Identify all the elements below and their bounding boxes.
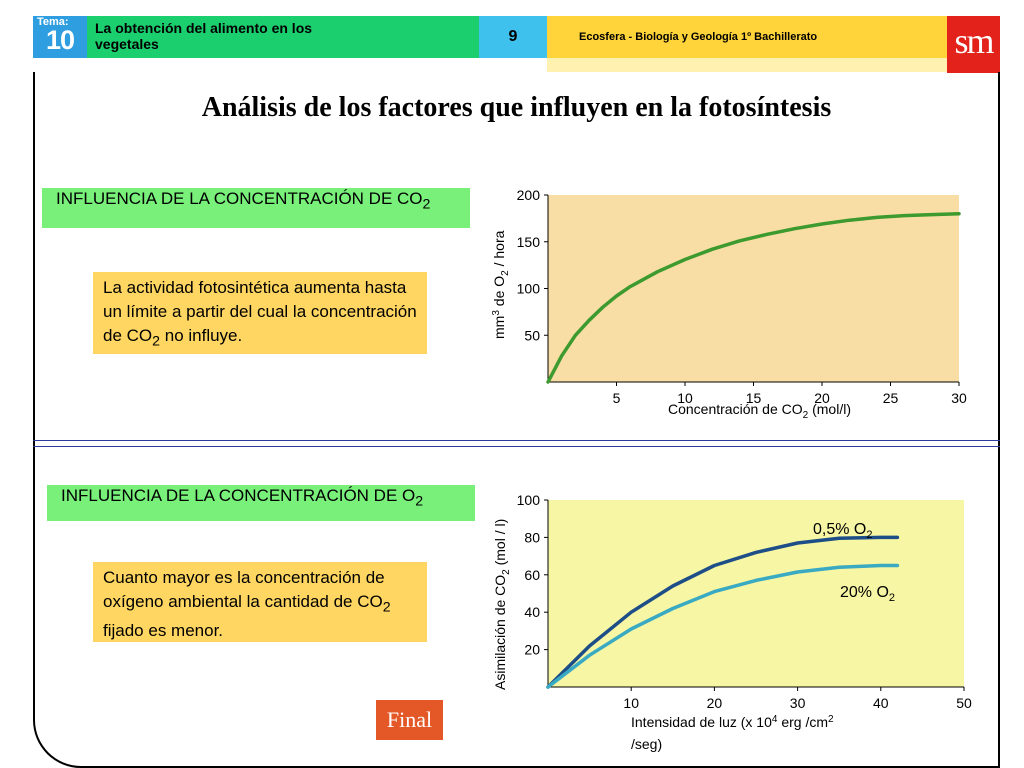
co2-note-text: La actividad fotosintética aumenta hasta… [103,278,417,345]
x-tick-label: 20 [814,390,830,406]
page-number: 9 [479,16,547,58]
topic-label: Tema: [37,16,69,28]
x-tick-label: 40 [873,695,889,711]
o2-section-label-sub: 2 [415,493,424,510]
x-axis-label-cont: /seg) [631,736,662,752]
x-tick-label: 25 [883,390,899,406]
y-tick-label: 150 [517,234,541,250]
topic-title-line2: vegetales [95,36,159,52]
co2-note-end: no influye. [160,326,243,345]
y-axis-label: mm3 de O2 / hora [491,230,511,339]
series-label-1: 20% O2 [840,584,895,604]
co2-section-label: INFLUENCIA DE LA CONCENTRACIÓN DE CO2 [42,188,470,228]
x-tick-label: 50 [956,695,972,711]
co2-note: La actividad fotosintética aumenta hasta… [93,272,427,354]
y-tick-label: 100 [517,281,541,297]
topic-title-line1: La obtención del alimento en los [95,20,313,36]
o2-note-sub: 2 [382,599,391,616]
publisher-logo: sm [947,16,1000,73]
o2-chart: 20 40 60 80 100 10 20 30 40 50 0,5% O2 20% O2 In… [492,492,972,752]
y-tick-label: 40 [524,604,540,620]
y-tick-label: 100 [517,492,541,508]
x-tick-label: 5 [613,390,621,406]
o2-note-text: Cuanto mayor es la concentración de oxíg… [103,568,385,611]
chart-plot-area [548,500,964,687]
o2-section-label-text: INFLUENCIA DE LA CONCENTRACIÓN DE O [61,486,416,505]
o2-note: Cuanto mayor es la concentración de oxíg… [93,562,427,642]
x-tick-label: 15 [746,390,762,406]
y-tick-label: 20 [524,642,540,658]
co2-section-label-text: INFLUENCIA DE LA CONCENTRACIÓN DE CO [56,189,423,208]
co2-section-label-sub: 2 [422,196,431,213]
x-tick-label: 10 [623,695,639,711]
co2-chart: 50 100 150 200 5 10 15 20 25 30 Concentración de… [491,187,967,421]
y-tick-label: 50 [524,327,540,343]
slide-frame [33,72,1000,768]
topic-number: 10 [45,25,75,55]
x-axis-label: Intensidad de luz (x 104 erg /cm2 [631,714,834,730]
header-strip [547,58,1000,72]
y-axis-label: Asimilación de CO2 (mol / l) [492,519,512,690]
final-button[interactable]: Final [376,700,443,740]
y-tick-label: 80 [524,529,540,545]
x-tick-label: 20 [707,695,723,711]
section-divider-top [33,440,1000,441]
section-divider-bottom [33,446,1000,447]
chart-plot-area [548,195,959,382]
o2-note-end: fijado es menor. [103,621,224,641]
x-axis-label: Concentración de CO2 (mol/l) [668,401,851,421]
x-tick-label: 30 [951,390,967,406]
book-title: Ecosfera - Biología y Geología 1º Bachil… [547,16,947,58]
series-line-1 [546,563,900,689]
series-label-0: 0,5% O2 [813,521,872,541]
co2-note-sub: 2 [152,333,161,350]
topic-number-box: Tema: 10 [33,16,87,58]
y-tick-label: 60 [524,567,540,583]
o2-section-label: INFLUENCIA DE LA CONCENTRACIÓN DE O2 [47,485,475,521]
series-line-0 [546,535,900,689]
series-line-0 [546,211,961,384]
y-tick-label: 200 [517,187,541,203]
x-tick-label: 10 [677,390,693,406]
slide-title: Análisis de los factores que influyen en… [201,92,832,123]
topic-title: La obtención del alimento en los vegetal… [87,16,479,58]
x-tick-label: 30 [790,695,806,711]
